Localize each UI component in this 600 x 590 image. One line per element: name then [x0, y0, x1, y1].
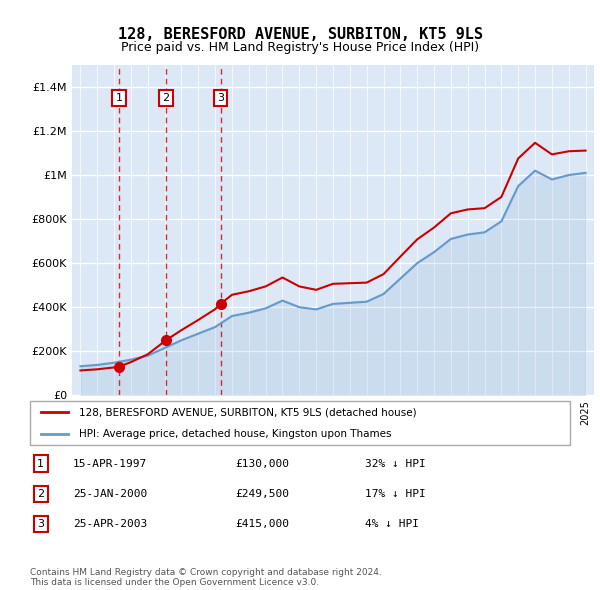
Text: 17% ↓ HPI: 17% ↓ HPI: [365, 489, 425, 499]
Text: 2: 2: [162, 93, 169, 103]
Text: 3: 3: [217, 93, 224, 103]
Text: 25-JAN-2000: 25-JAN-2000: [73, 489, 148, 499]
Text: Contains HM Land Registry data © Crown copyright and database right 2024.
This d: Contains HM Land Registry data © Crown c…: [30, 568, 382, 587]
Text: 3: 3: [37, 519, 44, 529]
Text: 25-APR-2003: 25-APR-2003: [73, 519, 148, 529]
Text: 128, BERESFORD AVENUE, SURBITON, KT5 9LS (detached house): 128, BERESFORD AVENUE, SURBITON, KT5 9LS…: [79, 407, 416, 417]
Text: £249,500: £249,500: [235, 489, 289, 499]
Text: 4% ↓ HPI: 4% ↓ HPI: [365, 519, 419, 529]
Text: 1: 1: [37, 459, 44, 468]
Text: HPI: Average price, detached house, Kingston upon Thames: HPI: Average price, detached house, King…: [79, 430, 391, 440]
FancyBboxPatch shape: [30, 401, 570, 445]
Text: Price paid vs. HM Land Registry's House Price Index (HPI): Price paid vs. HM Land Registry's House …: [121, 41, 479, 54]
Text: £415,000: £415,000: [235, 519, 289, 529]
Text: 32% ↓ HPI: 32% ↓ HPI: [365, 459, 425, 468]
Text: 2: 2: [37, 489, 44, 499]
Text: 15-APR-1997: 15-APR-1997: [73, 459, 148, 468]
Text: £130,000: £130,000: [235, 459, 289, 468]
Text: 1: 1: [115, 93, 122, 103]
Text: 128, BERESFORD AVENUE, SURBITON, KT5 9LS: 128, BERESFORD AVENUE, SURBITON, KT5 9LS: [118, 27, 482, 41]
